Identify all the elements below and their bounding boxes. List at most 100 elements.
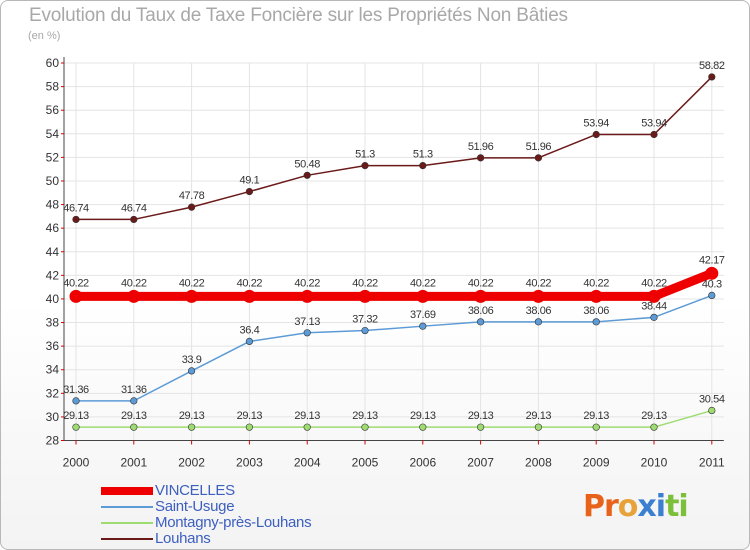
- data-label: 58.82: [699, 60, 725, 72]
- y-tick-label: 56: [46, 103, 60, 117]
- data-point: [188, 203, 196, 211]
- chart-axes: 28 30 32 34 36 38 40 42 44 46 48 50 52 54 56 58 60 2000 20…: [46, 56, 725, 470]
- legend-swatch: [101, 538, 153, 540]
- data-point: [245, 423, 253, 431]
- y-tick-label: 36: [46, 339, 60, 353]
- data-label: 40.3: [702, 278, 722, 290]
- chart-title: Evolution du Taux de Taxe Foncière sur l…: [29, 5, 568, 26]
- data-point: [477, 154, 485, 162]
- data-point: [127, 289, 141, 303]
- data-label: 47.78: [179, 190, 205, 202]
- data-label: 51.3: [355, 149, 375, 161]
- y-tick-label: 50: [46, 174, 60, 188]
- data-label: 31.36: [63, 384, 89, 396]
- data-label: 40.22: [641, 277, 667, 289]
- data-label: 42.17: [699, 254, 725, 266]
- logo-letter: o: [617, 489, 639, 524]
- x-tick-label: 2003: [236, 456, 263, 470]
- x-tick-label: 2008: [525, 456, 552, 470]
- data-point: [72, 423, 80, 431]
- series-line-louhans: [75, 76, 713, 221]
- data-point: [361, 162, 369, 170]
- data-label: 38.06: [468, 305, 494, 317]
- data-label: 37.69: [410, 309, 436, 321]
- data-point: [300, 289, 314, 303]
- y-tick-label: 54: [46, 127, 60, 141]
- data-point: [534, 423, 543, 431]
- data-point: [534, 154, 543, 162]
- x-tick-label: 2006: [409, 456, 436, 470]
- y-tick-label: 44: [46, 245, 60, 259]
- legend-label: Montagny-près-Louhans: [155, 514, 312, 531]
- data-point: [72, 397, 80, 405]
- y-tick-label: 28: [46, 434, 60, 448]
- data-point: [72, 215, 80, 224]
- x-tick-label: 2011: [699, 456, 725, 470]
- legend-label: Louhans: [155, 530, 211, 547]
- proxiti-logo: Proxiti: [583, 489, 689, 524]
- data-label: 30.54: [699, 394, 725, 406]
- data-point: [130, 215, 138, 224]
- data-label: 29.13: [410, 410, 436, 422]
- data-label: 29.13: [468, 410, 494, 422]
- y-tick-label: 58: [46, 80, 60, 94]
- data-label: 29.13: [63, 410, 89, 422]
- legend-swatch: [101, 506, 153, 508]
- legend-swatch: [101, 487, 153, 495]
- data-point: [650, 130, 658, 139]
- data-label: 29.13: [526, 410, 552, 422]
- data-label: 51.96: [526, 141, 552, 153]
- data-point: [245, 187, 253, 196]
- y-tick-label: 34: [46, 363, 60, 377]
- data-label: 40.22: [179, 277, 205, 289]
- legend-label: VINCELLES: [155, 482, 235, 499]
- data-point: [419, 423, 427, 431]
- y-tick-label: 30: [46, 410, 60, 424]
- logo-letter: t: [665, 489, 679, 524]
- data-label: 29.13: [583, 410, 609, 422]
- data-label: 36.4: [239, 324, 259, 336]
- data-label: 40.22: [583, 277, 609, 289]
- data-point: [534, 318, 543, 326]
- data-point: [708, 406, 716, 415]
- data-label: 31.36: [121, 384, 147, 396]
- data-label: 38.44: [641, 300, 667, 312]
- data-label: 53.94: [641, 117, 667, 129]
- data-point: [474, 289, 488, 303]
- x-tick-label: 2000: [63, 456, 90, 470]
- data-label: 40.22: [526, 277, 552, 289]
- data-label: 46.74: [63, 202, 89, 214]
- x-tick-label: 2005: [352, 456, 379, 470]
- data-point: [130, 397, 138, 405]
- data-point: [419, 322, 427, 330]
- data-label: 29.13: [121, 410, 147, 422]
- y-tick-label: 52: [46, 150, 60, 164]
- data-label: 40.22: [63, 277, 89, 289]
- y-tick-label: 48: [46, 198, 60, 212]
- data-point: [650, 423, 658, 431]
- data-label: 37.13: [294, 316, 320, 328]
- x-tick-label: 2010: [641, 456, 668, 470]
- data-point: [647, 289, 661, 303]
- logo-letter: x: [637, 489, 656, 524]
- series-line-montagny-pr-s-louhans: [75, 409, 713, 428]
- data-label: 40.22: [294, 277, 320, 289]
- data-point: [592, 423, 600, 431]
- data-point: [477, 423, 485, 431]
- x-tick-label: 2002: [178, 456, 205, 470]
- data-point: [708, 291, 716, 299]
- data-label: 29.13: [179, 410, 205, 422]
- y-tick-label: 60: [46, 56, 60, 70]
- y-tick-label: 46: [46, 221, 60, 235]
- data-label: 29.13: [237, 410, 263, 422]
- data-point: [303, 329, 311, 337]
- data-label: 29.13: [294, 410, 320, 422]
- logo-letter: r: [604, 489, 619, 524]
- logo-letter: i: [678, 489, 688, 524]
- data-label: 51.96: [468, 141, 494, 153]
- series-line-vincelles: [71, 268, 717, 301]
- chart-subtitle: (en %): [28, 30, 61, 42]
- data-point: [708, 73, 716, 81]
- data-label: 40.22: [121, 277, 147, 289]
- data-point: [358, 289, 372, 303]
